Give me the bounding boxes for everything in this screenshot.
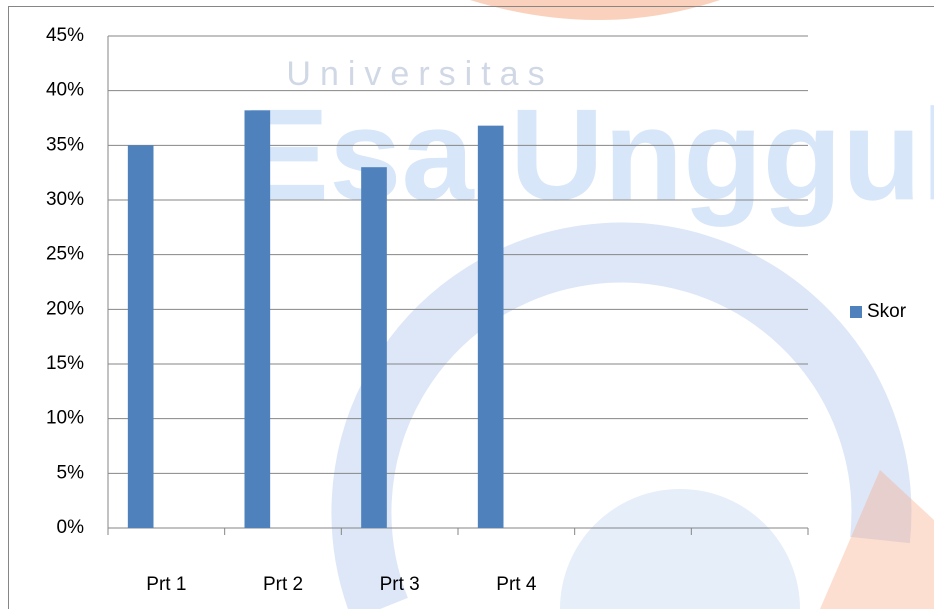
y-tick-label: 5% [57,462,85,483]
bar [244,110,271,528]
watermark-large: Esa Unggul [242,81,934,227]
y-tick-label: 0% [57,517,85,538]
y-tick-label: 25% [46,244,84,265]
chart-border [8,6,934,609]
x-tick-label: Prt 4 [496,574,537,595]
y-tick-label: 35% [46,134,84,155]
legend-swatch [850,306,862,318]
x-tick-label: Prt 2 [263,574,303,595]
y-tick-label: 40% [46,80,84,101]
y-tick-label: 45% [46,25,84,46]
y-tick-label: 20% [46,298,84,319]
y-tick-label: 10% [46,408,84,429]
y-tick-label: 30% [46,189,84,210]
y-tick-label: 15% [46,353,84,374]
legend-label: Skor [867,301,907,322]
x-tick-label: Prt 1 [146,574,186,595]
bar [127,145,154,529]
bar [361,167,387,528]
x-tick-label: Prt 3 [380,574,420,595]
bar [477,125,504,529]
watermark-small: Universitas [286,55,553,93]
